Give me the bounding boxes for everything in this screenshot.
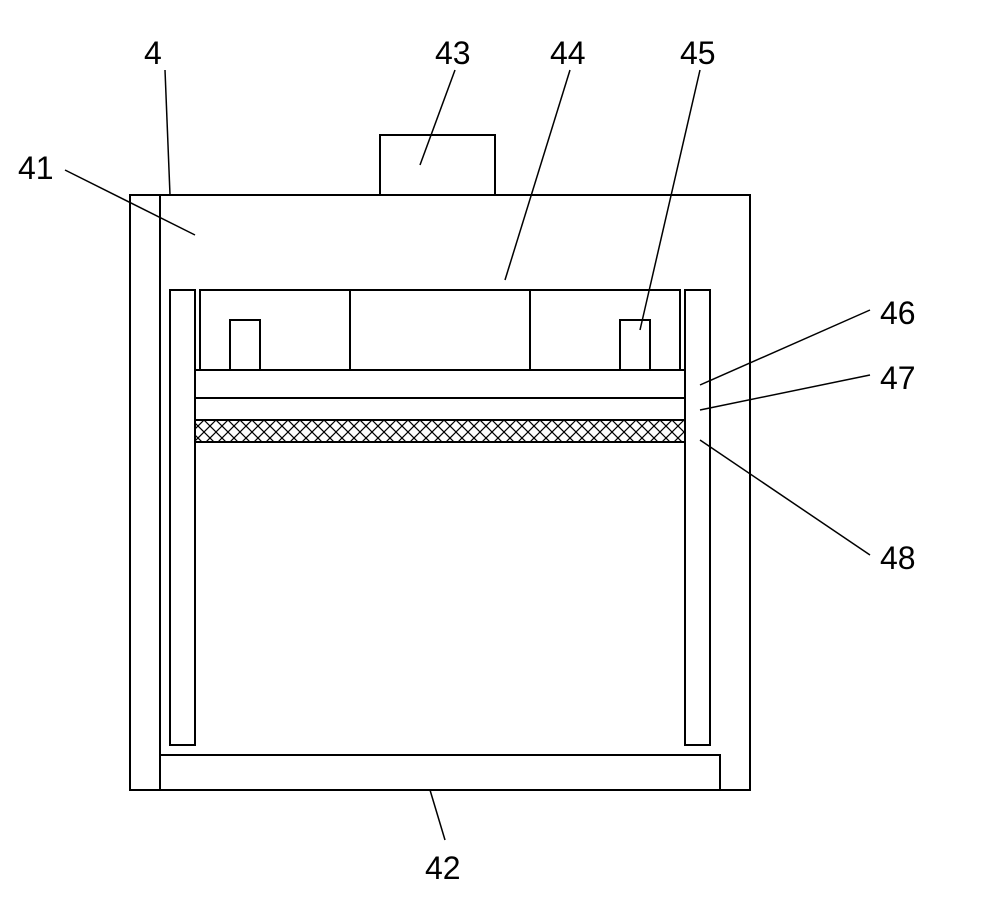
small-block-left	[230, 320, 260, 370]
press-block	[200, 290, 680, 370]
outer-frame	[130, 195, 750, 790]
small-block-right	[620, 320, 650, 370]
label-46: 46	[880, 295, 916, 332]
label-4: 4	[144, 35, 162, 72]
label-41: 41	[18, 150, 54, 187]
layer-47	[195, 398, 685, 420]
technical-drawing-svg	[0, 0, 1000, 904]
diagram-container: 4 43 44 45 41 46 47 48 42	[0, 0, 1000, 904]
vertical-rail-left	[170, 290, 195, 745]
label-48: 48	[880, 540, 916, 577]
label-42: 42	[425, 850, 461, 887]
bottom-bar	[160, 755, 720, 790]
layer-48	[195, 420, 685, 442]
label-47: 47	[880, 360, 916, 397]
label-44: 44	[550, 35, 586, 72]
layer-46	[195, 370, 685, 398]
label-45: 45	[680, 35, 716, 72]
top-block	[380, 135, 495, 195]
label-43: 43	[435, 35, 471, 72]
vertical-rail-right	[685, 290, 710, 745]
